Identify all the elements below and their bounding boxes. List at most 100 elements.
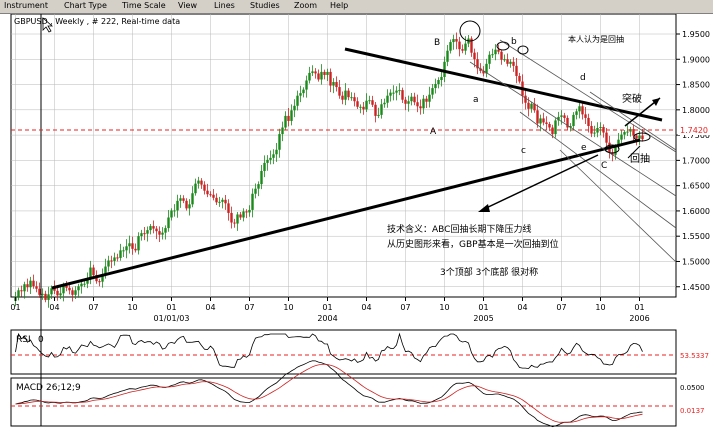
candle-body	[476, 59, 479, 69]
candle-body	[317, 73, 320, 80]
candle-body	[599, 127, 602, 129]
candle-body	[587, 117, 590, 127]
menu-studies[interactable]: Studies	[250, 1, 280, 10]
candle-body	[455, 39, 458, 42]
price-chart[interactable]: GBPUSD , Weekly , # 222, Real-time data …	[0, 14, 713, 429]
candle-body	[413, 96, 416, 103]
note-history: 从历史图形来看，GBP基本是一次回抽到位	[387, 238, 559, 250]
candle-body	[437, 80, 440, 85]
candle-body	[206, 190, 209, 195]
candle-body	[269, 157, 272, 160]
menu-lines[interactable]: Lines	[214, 1, 235, 10]
candle-body	[383, 102, 386, 105]
candle-body	[338, 87, 341, 96]
candle-body	[461, 49, 464, 51]
candle-body	[524, 95, 527, 103]
candle-body	[164, 228, 167, 233]
candle-body	[398, 90, 401, 92]
candle-body	[512, 61, 515, 66]
candle-body	[134, 248, 137, 251]
channel-line-4	[559, 149, 677, 263]
price-tick-label: 1.5000	[682, 257, 710, 266]
candle-body	[605, 132, 608, 143]
candle-body	[407, 101, 410, 104]
rsi-panel	[10, 329, 677, 375]
price-tick-label: 1.9000	[682, 55, 710, 64]
candle-body	[374, 104, 377, 116]
candle-body	[344, 90, 347, 100]
candle-body	[452, 39, 455, 43]
candle-body	[638, 135, 641, 139]
candle-body	[197, 180, 200, 184]
candle-body	[17, 290, 20, 297]
label-B: B	[434, 38, 440, 48]
menu-help[interactable]: Help	[330, 1, 349, 10]
candle-body	[410, 96, 413, 102]
candle-body	[311, 71, 314, 73]
candle-body	[191, 193, 194, 205]
candle-body	[293, 105, 296, 111]
candle-body	[119, 250, 122, 258]
candle-body	[335, 82, 338, 88]
candle-body	[581, 106, 584, 115]
macd-signal-line	[15, 363, 643, 423]
candle-body	[20, 290, 23, 292]
candle-body	[194, 183, 197, 194]
pullback-circle	[633, 132, 651, 142]
macd-level-top: 0.0500	[680, 384, 705, 392]
note-tech-meaning: 技术含义：ABC回抽长期下降压力线	[387, 223, 531, 235]
menu-chart-type[interactable]: Chart Type	[64, 1, 107, 10]
candle-body	[533, 103, 536, 111]
candle-body	[170, 210, 173, 218]
macd-line	[15, 360, 643, 428]
candle-body	[74, 290, 77, 295]
candle-body	[566, 117, 569, 128]
price-tick-label: 1.4500	[682, 283, 710, 292]
price-tick-label: 1.6000	[682, 207, 710, 216]
candle-body	[143, 233, 146, 235]
candle-body	[485, 63, 488, 74]
candle-body	[353, 97, 356, 102]
candle-body	[449, 42, 452, 51]
candle-body	[341, 95, 344, 100]
note-symmetry: 3个顶部 3个底部 很对称	[440, 266, 538, 278]
candle-body	[377, 114, 380, 116]
note-pullback-opinion: 本人认为是回抽	[568, 34, 624, 44]
label-c: c	[521, 146, 526, 156]
candle-body	[122, 250, 125, 252]
candle-body	[200, 180, 203, 185]
candle-body	[470, 38, 473, 53]
candle-body	[260, 170, 263, 185]
candle-body	[368, 100, 371, 102]
candle-body	[515, 65, 518, 76]
breakout-arrowhead	[652, 98, 660, 106]
channel-line-5	[589, 91, 677, 151]
candle-body	[329, 71, 332, 86]
time-tick-label: 07	[400, 303, 410, 312]
channel-line-2	[469, 61, 677, 197]
menu-view[interactable]: View	[178, 1, 197, 10]
candle-body	[296, 95, 299, 106]
chart-title: GBPUSD , Weekly , # 222, Real-time data	[14, 17, 180, 26]
year-label: 2005	[473, 314, 493, 323]
note-breakout: 突破	[622, 92, 642, 105]
candle-body	[557, 116, 560, 121]
support-arrow	[481, 154, 599, 211]
candle-body	[440, 76, 443, 81]
menu-zoom[interactable]: Zoom	[294, 1, 318, 10]
candle-body	[641, 135, 644, 140]
candle-body	[158, 231, 161, 235]
candle-body	[350, 97, 353, 99]
candle-body	[41, 293, 44, 295]
time-tick-label: 10	[439, 303, 449, 312]
candle-body	[26, 284, 29, 288]
menu-instrument[interactable]: Instrument	[4, 1, 49, 10]
candle-body	[584, 114, 587, 118]
candle-body	[152, 226, 155, 229]
price-axis: 1.9500 1.9000 1.8500 1.8000 1.7500 1.7000 1.65…	[676, 30, 710, 292]
candle-body	[542, 118, 545, 123]
macd-panel	[10, 377, 677, 427]
top-circle-b	[459, 20, 481, 42]
candle-body	[497, 49, 500, 52]
menu-time-scale[interactable]: Time Scale	[122, 1, 166, 10]
